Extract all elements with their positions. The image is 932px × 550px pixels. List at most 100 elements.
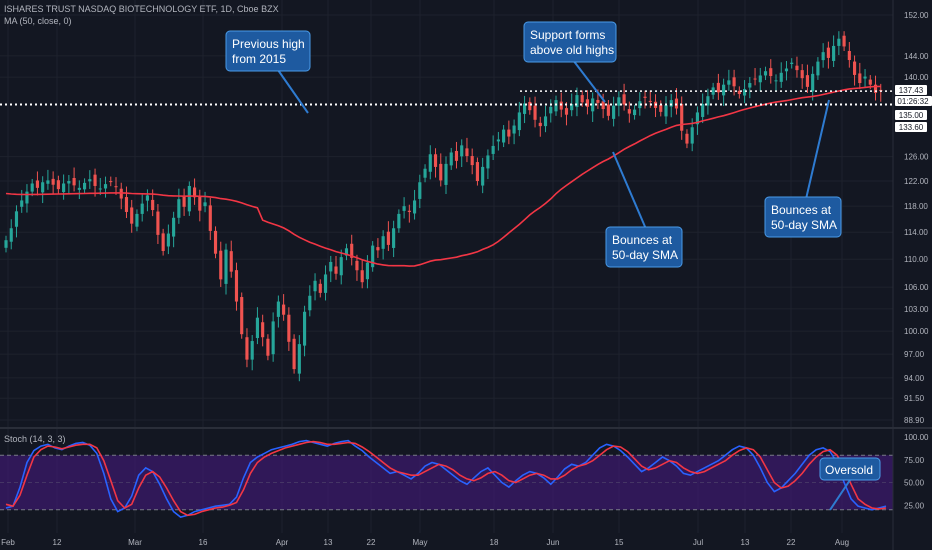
candle-body: [711, 87, 715, 95]
price-tick-label: 118.00: [904, 202, 928, 211]
candle-body: [9, 228, 13, 242]
time-axis[interactable]: Feb 12 Mar 16 Apr 13 22 May 18 Jun 15 Jul 13 22 Aug: [1, 538, 849, 547]
candle-body: [308, 295, 312, 311]
candle-body: [103, 184, 108, 189]
candles-group: [4, 31, 883, 382]
candle-body: [811, 73, 815, 92]
candle-body: [502, 129, 506, 143]
candle-body: [779, 72, 783, 82]
candle-body: [863, 76, 867, 79]
candle-body: [449, 152, 453, 166]
candle-body: [648, 100, 652, 102]
candle-body: [156, 211, 160, 235]
annotation-previous-high-line1: Previous high: [232, 37, 305, 51]
support-price-tag: 135.00: [895, 110, 927, 120]
candle-body: [198, 195, 202, 211]
ma-50-line: [5, 85, 881, 267]
last-price-tag: 137.43 01:26:32: [895, 85, 932, 106]
candle-body: [365, 262, 369, 280]
candle-body: [334, 266, 338, 274]
candle-body: [418, 182, 422, 199]
candle-body: [350, 243, 354, 258]
candle-body: [853, 61, 857, 75]
candle-body: [570, 103, 574, 111]
candle-body: [67, 181, 71, 184]
stoch-tick-label: 100.00: [904, 433, 929, 442]
candle-body: [826, 47, 830, 58]
candle-body: [873, 84, 878, 93]
candle-body: [727, 80, 731, 85]
candle-body: [261, 322, 265, 338]
candle-body: [88, 179, 92, 182]
candle-body: [475, 162, 479, 182]
annotation-support-forms: Support forms above old highs: [523, 21, 617, 103]
candle-body: [491, 145, 495, 154]
time-tick-label: 18: [490, 538, 499, 547]
candle-body: [177, 199, 181, 218]
time-tick-label: Mar: [128, 538, 142, 547]
candle-body: [386, 231, 390, 245]
time-tick-label: May: [412, 538, 427, 547]
candle-body: [758, 75, 762, 83]
candle-body: [596, 99, 600, 103]
annotation-bounce-2: Bounces at 50-day SMA: [764, 99, 842, 238]
candle-body: [685, 133, 689, 144]
candle-body: [659, 104, 663, 112]
candle-body: [266, 338, 270, 356]
candle-body: [56, 180, 60, 190]
candle-body: [606, 104, 610, 116]
candle-body: [35, 180, 39, 188]
candle-body: [837, 38, 841, 46]
candle-body: [753, 78, 757, 80]
candle-body: [219, 250, 223, 280]
candle-body: [41, 182, 45, 193]
candle-body: [407, 210, 411, 212]
time-tick-label: Aug: [835, 538, 849, 547]
candle-body: [795, 65, 799, 71]
candle-body: [392, 228, 396, 248]
candle-body: [355, 260, 359, 271]
candle-body: [30, 183, 34, 192]
candle-body: [769, 68, 773, 77]
candle-body: [821, 52, 825, 61]
candle-body: [774, 80, 778, 82]
candle-body: [507, 129, 511, 137]
annotation-bounce-2-line2: 50-day SMA: [771, 218, 837, 232]
price-axis[interactable]: 152.00 144.00 140.00 126.00 122.00 118.00 114.…: [904, 11, 929, 425]
stoch-tick-label: 25.00: [904, 501, 925, 510]
candle-body: [151, 199, 155, 211]
candle-body: [533, 105, 537, 120]
annotation-bounce-2-line1: Bounces at: [771, 203, 832, 217]
candle-body: [303, 311, 307, 346]
candle-body: [224, 249, 228, 284]
symbol-legend: ISHARES TRUST NASDAQ BIOTECHNOLOGY ETF, …: [4, 4, 279, 14]
stoch-axis[interactable]: 100.00 75.00 50.00 25.00: [904, 433, 929, 510]
candle-body: [622, 94, 626, 105]
candle-body: [633, 109, 637, 116]
candle-body: [130, 207, 134, 224]
candle-body: [790, 62, 794, 64]
time-tick-label: Jun: [547, 538, 560, 547]
candle-body: [114, 186, 118, 188]
candle-body: [339, 257, 343, 276]
candle-body: [601, 101, 605, 110]
candle-body: [51, 178, 55, 185]
time-tick-label: 22: [787, 538, 796, 547]
candle-body: [360, 270, 364, 283]
candle-body: [46, 180, 50, 184]
candle-body: [208, 205, 212, 231]
support-price-value: 135.00: [899, 111, 924, 120]
candle-body: [25, 191, 29, 204]
candle-body: [585, 99, 589, 107]
candle-body: [72, 177, 76, 186]
candle-body: [454, 150, 459, 161]
candle-body: [465, 148, 469, 157]
candle-body: [695, 112, 699, 125]
annotation-support-forms-line1: Support forms: [530, 28, 605, 42]
time-tick-label: Feb: [1, 538, 15, 547]
candle-body: [4, 240, 8, 248]
candle-body: [240, 297, 244, 335]
candle-body: [282, 304, 286, 315]
candle-body: [674, 98, 679, 109]
